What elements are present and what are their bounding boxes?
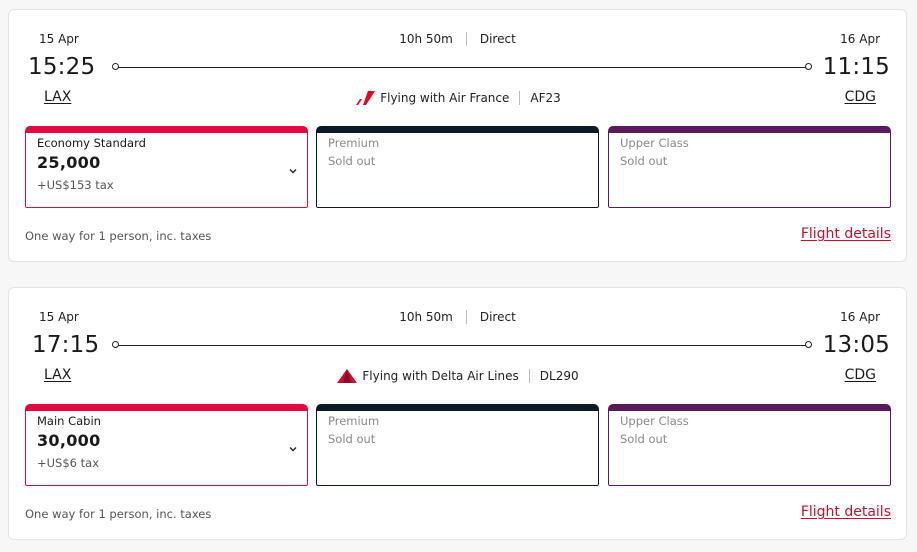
fare-name: Premium — [328, 136, 380, 150]
flight-details-link[interactable]: Flight details — [800, 504, 891, 520]
fare-status: Sold out — [620, 154, 668, 168]
duration-row: 10h 50m Direct — [9, 32, 906, 46]
fare-name: Premium — [328, 414, 380, 428]
route-line — [112, 63, 812, 70]
flight-stops: Direct — [479, 32, 516, 46]
fare-box — [316, 411, 599, 486]
flight-details-link[interactable]: Flight details — [800, 226, 891, 242]
fare-color-bar — [316, 126, 599, 133]
flight-number: DL290 — [539, 369, 579, 383]
fare-name: Upper Class — [620, 414, 689, 428]
divider — [528, 369, 530, 383]
price-footnote: One way for 1 person, inc. taxes — [25, 507, 212, 521]
fare-name: Economy Standard — [37, 136, 146, 150]
arrival-airport-link[interactable]: CDG — [844, 89, 876, 105]
destination-dot — [805, 63, 812, 70]
fare-option-premium: Premium Sold out — [316, 126, 599, 208]
fare-color-bar — [25, 404, 308, 411]
carrier-name: Flying with Air France — [380, 91, 510, 105]
fare-tax: +US$6 tax — [37, 456, 100, 470]
divider — [465, 310, 467, 324]
fare-miles: 30,000 — [37, 431, 101, 450]
duration-row: 10h 50m Direct — [9, 310, 906, 324]
arrival-date: 16 Apr — [840, 32, 880, 46]
fare-color-bar — [25, 126, 308, 133]
fare-status: Sold out — [328, 432, 376, 446]
fare-box — [608, 133, 891, 208]
carrier-info: Flying with Air France AF23 — [9, 90, 906, 106]
air-france-logo-icon — [356, 91, 376, 105]
origin-dot — [112, 341, 119, 348]
arrival-time: 13:05 — [822, 332, 890, 358]
fare-option-economy[interactable]: Economy Standard 25,000 +US$153 tax — [25, 126, 308, 208]
departure-time: 17:15 — [32, 332, 100, 358]
delta-logo-icon — [337, 369, 358, 383]
divider — [465, 32, 467, 46]
destination-dot — [805, 341, 812, 348]
arrival-time: 11:15 — [822, 54, 890, 80]
fare-miles: 25,000 — [37, 153, 101, 172]
flight-duration: 10h 50m — [399, 310, 453, 324]
fare-color-bar — [608, 404, 891, 411]
arrival-date: 16 Apr — [840, 310, 880, 324]
carrier-info: Flying with Delta Air Lines DL290 — [9, 368, 906, 384]
chevron-down-icon[interactable] — [288, 444, 298, 454]
chevron-down-icon[interactable] — [288, 166, 298, 176]
departure-airport-link[interactable]: LAX — [44, 89, 72, 105]
arrival-airport-link[interactable]: CDG — [844, 367, 876, 383]
fare-box — [608, 411, 891, 486]
route-line — [112, 341, 812, 348]
fare-box — [316, 133, 599, 208]
fare-option-economy[interactable]: Main Cabin 30,000 +US$6 tax — [25, 404, 308, 486]
fare-option-upper-class: Upper Class Sold out — [608, 126, 891, 208]
origin-dot — [112, 63, 119, 70]
flight-card: 15 Apr 15:25 LAX 10h 50m Direct Flying w… — [8, 9, 907, 262]
fare-option-premium: Premium Sold out — [316, 404, 599, 486]
price-footnote: One way for 1 person, inc. taxes — [25, 229, 212, 243]
fare-color-bar — [608, 126, 891, 133]
fare-status: Sold out — [328, 154, 376, 168]
fare-option-upper-class: Upper Class Sold out — [608, 404, 891, 486]
flight-card: 15 Apr 17:15 LAX 10h 50m Direct Flying w… — [8, 287, 907, 540]
fare-status: Sold out — [620, 432, 668, 446]
fare-name: Main Cabin — [37, 414, 101, 428]
fare-tax: +US$153 tax — [37, 178, 114, 192]
departure-airport-link[interactable]: LAX — [44, 367, 72, 383]
flight-stops: Direct — [479, 310, 516, 324]
flight-duration: 10h 50m — [399, 32, 453, 46]
fare-color-bar — [316, 404, 599, 411]
departure-date: 15 Apr — [39, 32, 79, 46]
departure-time: 15:25 — [28, 54, 96, 80]
flight-number: AF23 — [530, 91, 561, 105]
fare-name: Upper Class — [620, 136, 689, 150]
fare-box — [25, 133, 308, 208]
divider — [519, 91, 521, 105]
carrier-name: Flying with Delta Air Lines — [362, 369, 519, 383]
departure-date: 15 Apr — [39, 310, 79, 324]
fare-box — [25, 411, 308, 486]
